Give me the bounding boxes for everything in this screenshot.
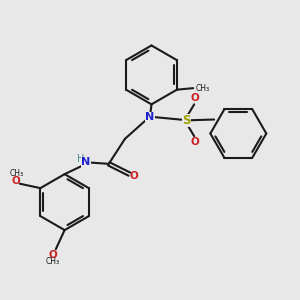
Text: H: H — [77, 154, 85, 164]
Text: O: O — [12, 176, 21, 186]
Text: N: N — [81, 158, 90, 167]
Text: O: O — [190, 137, 199, 147]
Text: CH₃: CH₃ — [46, 257, 60, 266]
Text: O: O — [129, 171, 138, 181]
Text: CH₃: CH₃ — [9, 169, 23, 178]
Text: CH₃: CH₃ — [196, 84, 210, 93]
Text: O: O — [190, 94, 199, 103]
Text: S: S — [183, 114, 191, 127]
Text: N: N — [146, 112, 154, 122]
Text: O: O — [49, 250, 57, 260]
